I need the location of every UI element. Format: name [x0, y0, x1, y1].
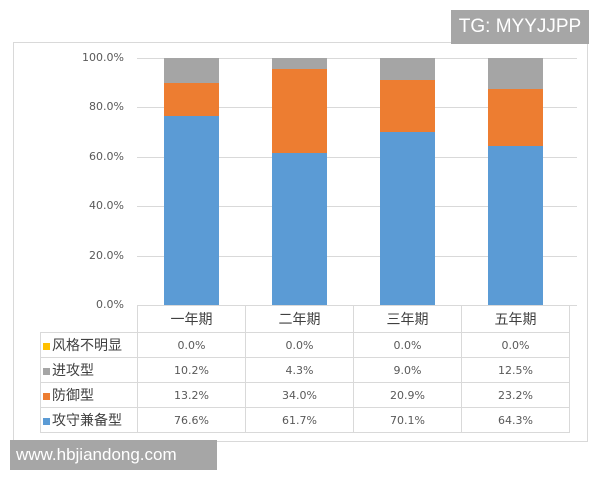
category-label: 五年期 — [461, 305, 570, 333]
table-cell: 0.0% — [461, 332, 570, 358]
table-cell: 23.2% — [461, 382, 570, 408]
gridline — [137, 206, 577, 208]
table-cell: 9.0% — [353, 357, 462, 383]
bar-segment — [164, 58, 219, 84]
table-header-row: 一年期 二年期 三年期 五年期 — [40, 305, 570, 333]
y-axis-tick-label: 60.0% — [89, 149, 124, 163]
stacked-bar — [164, 58, 219, 305]
gridline — [137, 58, 577, 59]
table-cell: 64.3% — [461, 407, 570, 433]
bar-segment — [164, 83, 219, 116]
y-axis-tick-label: 40.0% — [89, 199, 124, 213]
table-row: 攻守兼备型 76.6% 61.7% 70.1% 64.3% — [40, 407, 570, 433]
table-cell: 12.5% — [461, 357, 570, 383]
table-cell: 4.3% — [245, 357, 354, 383]
bar-segment — [380, 80, 435, 132]
table-cell: 20.9% — [353, 382, 462, 408]
bar-segment — [380, 131, 435, 305]
table-cell: 76.6% — [137, 407, 246, 433]
table-row: 防御型 13.2% 34.0% 20.9% 23.2% — [40, 382, 570, 408]
stacked-bar — [488, 58, 543, 305]
watermark-top-right: TG: MYYJJPP — [451, 10, 589, 44]
bar-segment — [380, 58, 435, 81]
table-cell: 13.2% — [137, 382, 246, 408]
y-axis-tick-label: 20.0% — [89, 248, 124, 262]
bar-segment — [488, 146, 543, 305]
table-cell: 0.0% — [245, 332, 354, 358]
legend-cell: 防御型 — [40, 382, 138, 408]
table-row: 进攻型 10.2% 4.3% 9.0% 12.5% — [40, 357, 570, 383]
legend-label: 攻守兼备型 — [52, 413, 122, 429]
y-axis-tick-label: 100.0% — [82, 51, 124, 64]
bar-segment — [272, 68, 327, 153]
legend-swatch-icon — [43, 417, 50, 425]
legend-label: 防御型 — [52, 388, 94, 404]
table-cell: 10.2% — [137, 357, 246, 383]
table-row: 风格不明显 0.0% 0.0% 0.0% 0.0% — [40, 332, 570, 358]
table-cell: 0.0% — [353, 332, 462, 358]
bar-segment — [488, 58, 543, 89]
category-label: 一年期 — [137, 305, 246, 333]
legend-swatch-icon — [43, 367, 50, 375]
table-cell: 34.0% — [245, 382, 354, 408]
bar-segment — [488, 88, 543, 147]
gridline — [137, 107, 577, 109]
gridline — [137, 255, 577, 257]
table-cell: 70.1% — [353, 407, 462, 433]
y-axis-tick-label: 80.0% — [89, 100, 124, 114]
watermark-bottom-left: www.hbjiandong.com — [10, 440, 217, 470]
bar-segment — [272, 58, 327, 69]
table-cell: 61.7% — [245, 407, 354, 433]
table-cell: 0.0% — [137, 332, 246, 358]
legend-swatch-icon — [43, 342, 50, 350]
table-corner — [40, 305, 138, 333]
legend-cell: 攻守兼备型 — [40, 407, 138, 433]
bar-segment — [164, 115, 219, 305]
category-label: 三年期 — [353, 305, 462, 333]
legend-cell: 风格不明显 — [40, 332, 138, 358]
legend-swatch-icon — [43, 392, 50, 400]
bar-segment — [272, 152, 327, 305]
category-label: 二年期 — [245, 305, 354, 333]
stacked-bar — [272, 58, 327, 305]
legend-label: 进攻型 — [52, 363, 94, 379]
data-table: 一年期 二年期 三年期 五年期 风格不明显 0.0% 0.0% 0.0% 0.0… — [40, 305, 570, 433]
legend-cell: 进攻型 — [40, 357, 138, 383]
stacked-bar — [380, 58, 435, 305]
legend-label: 风格不明显 — [52, 338, 122, 354]
gridline — [137, 156, 577, 158]
